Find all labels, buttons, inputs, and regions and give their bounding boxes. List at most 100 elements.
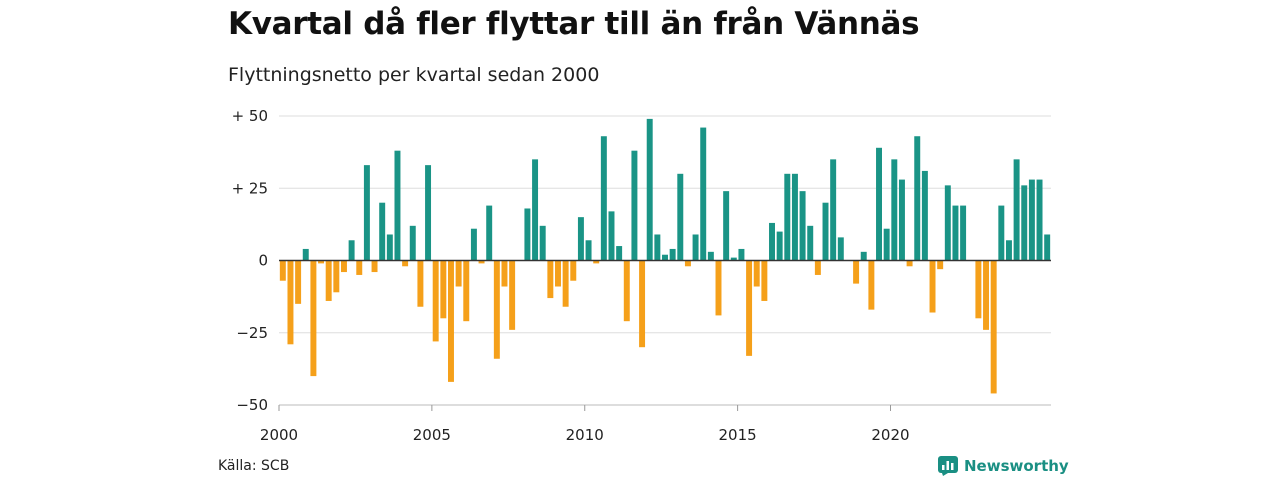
bar: [455, 260, 462, 287]
bar: [799, 191, 806, 261]
bar: [723, 191, 730, 261]
bar: [654, 234, 661, 261]
y-tick-label: + 25: [232, 179, 268, 197]
bar: [302, 248, 309, 261]
bar: [1021, 185, 1028, 261]
bar: [776, 231, 783, 261]
bar: [746, 260, 753, 356]
bar: [470, 228, 477, 261]
bar: [898, 179, 905, 261]
bar: [929, 260, 936, 313]
bar: [761, 260, 768, 301]
bar: [363, 165, 370, 261]
bar: [791, 173, 798, 261]
bar: [707, 251, 714, 261]
bar: [608, 211, 615, 261]
y-tick-label: −50: [236, 396, 268, 414]
bar: [1044, 234, 1051, 261]
bar: [356, 260, 363, 275]
bar: [593, 260, 600, 264]
bar: [547, 260, 554, 299]
bar: [677, 173, 684, 261]
bar: [769, 222, 775, 261]
bar: [600, 136, 607, 261]
bar: [960, 205, 967, 261]
bar: [463, 260, 470, 322]
bar: [448, 260, 454, 382]
bar: [539, 225, 546, 261]
bar: [684, 260, 691, 267]
bar: [440, 260, 447, 319]
bar: [577, 217, 584, 261]
chart-title: Kvartal då fler flyttar till än från Vän…: [228, 6, 920, 42]
bar: [753, 260, 760, 287]
bar: [983, 260, 990, 330]
bar: [402, 260, 409, 267]
bar: [394, 150, 401, 261]
bar: [386, 234, 393, 261]
bar: [1036, 179, 1043, 261]
bar: [738, 248, 745, 261]
bar: [639, 260, 646, 348]
bar: [837, 237, 844, 261]
x-tick-label: 2015: [719, 426, 757, 444]
bar: [279, 260, 286, 281]
bar: [876, 147, 882, 261]
bar: [562, 260, 569, 307]
bar: [555, 260, 561, 287]
bar: [333, 260, 340, 293]
bar: [417, 260, 424, 307]
bar: [784, 173, 791, 261]
bar: [570, 260, 577, 281]
y-tick-label: 0: [258, 252, 268, 270]
bar: [631, 150, 638, 261]
bar: [348, 240, 355, 261]
bar: [509, 260, 516, 330]
bar: [486, 205, 493, 261]
bar: [662, 254, 668, 261]
bar: [990, 260, 997, 394]
bar: [616, 246, 623, 261]
bar: [975, 260, 982, 319]
bar: [891, 159, 898, 261]
x-axis: 2000 2005 2010 2015 2020: [260, 405, 910, 444]
bar: [952, 205, 959, 261]
bar: [646, 118, 653, 261]
x-tick-label: 2020: [871, 426, 909, 444]
x-tick-label: 2000: [260, 426, 298, 444]
source-note: Källa: SCB: [218, 458, 290, 474]
bar: [868, 260, 875, 310]
bar: [1028, 179, 1035, 261]
bar: [287, 260, 294, 345]
bar: [814, 260, 821, 275]
y-tick-label: + 50: [232, 107, 268, 125]
bar: [501, 260, 508, 287]
bar: [700, 127, 707, 261]
bar: [914, 136, 921, 261]
bar: [371, 260, 378, 273]
bar: [807, 225, 814, 261]
bar: [1005, 240, 1012, 261]
bar: [998, 205, 1005, 261]
bar: [730, 257, 737, 261]
bar: [295, 260, 302, 304]
bar: [318, 260, 325, 264]
x-tick-label: 2005: [413, 426, 451, 444]
brand-name: Newsworthy: [964, 457, 1069, 475]
bar: [409, 225, 416, 261]
bars: [279, 118, 1051, 394]
bar: [937, 260, 944, 270]
bar-chart-icon: [938, 456, 958, 476]
bar: [692, 234, 699, 261]
bar: [822, 202, 829, 261]
bar: [883, 228, 890, 261]
bar: [921, 170, 928, 261]
bar: [585, 240, 592, 261]
bar: [944, 185, 951, 261]
bar: [524, 208, 531, 261]
y-tick-label: −25: [236, 324, 268, 342]
bar: [715, 260, 722, 316]
bar: [425, 165, 432, 261]
chart-subtitle: Flyttningsnetto per kvartal sedan 2000: [228, 64, 600, 86]
x-tick-label: 2010: [566, 426, 604, 444]
